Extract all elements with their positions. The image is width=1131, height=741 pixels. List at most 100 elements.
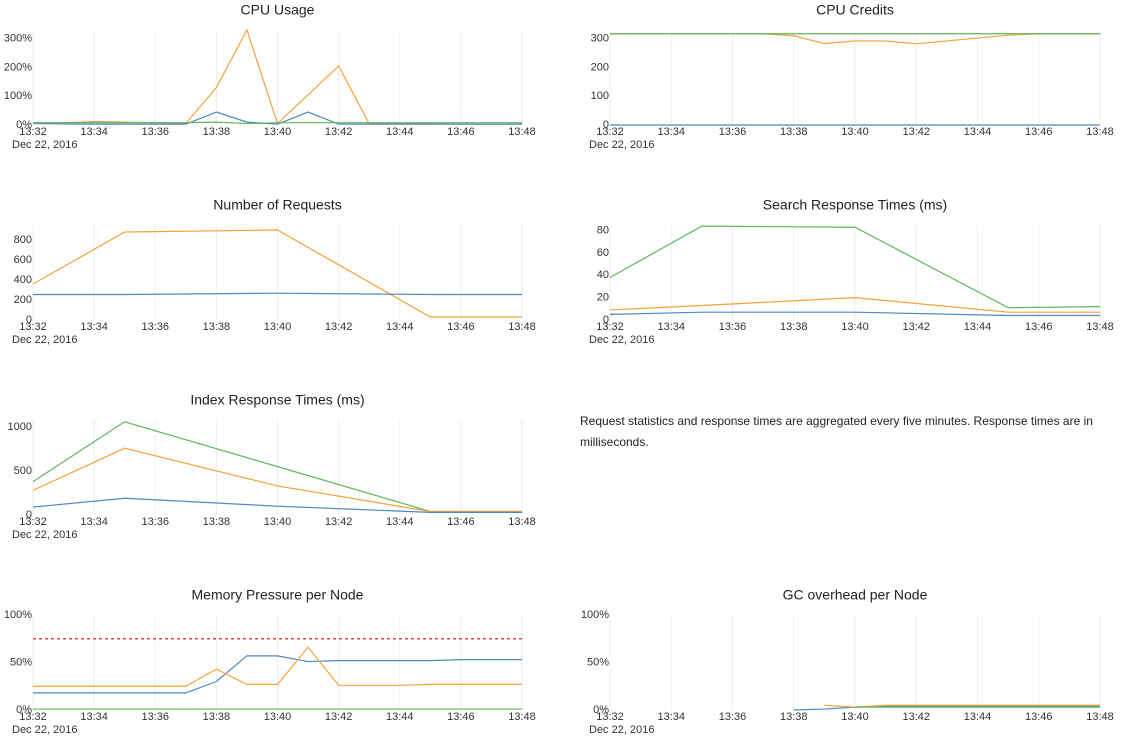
x-tick-label: 13:48 xyxy=(508,321,536,333)
series-line xyxy=(33,121,522,125)
y-tick-label: 0 xyxy=(603,119,609,131)
x-tick-label: 13:34 xyxy=(80,126,108,138)
x-tick-label: 13:32 xyxy=(596,126,624,138)
y-tick-label: 100 xyxy=(591,90,609,102)
x-tick-label: 13:42 xyxy=(902,126,930,138)
x-tick-label: 13:38 xyxy=(203,516,231,528)
series-line xyxy=(32,497,522,513)
chart-title: Memory Pressure per Node xyxy=(192,587,364,603)
x-tick-label: 13:36 xyxy=(719,126,747,138)
x-tick-label: 13:48 xyxy=(508,516,536,528)
x-tick-label: 13:34 xyxy=(657,321,685,333)
note-text: Request statistics and response times ar… xyxy=(580,414,1093,449)
x-tick-label: 13:40 xyxy=(841,321,869,333)
x-tick-label: 13:32 xyxy=(19,516,47,528)
y-tick-label: 600 xyxy=(14,254,32,266)
x-tick-label: 13:32 xyxy=(19,711,47,723)
y-tick-label: 800 xyxy=(14,234,32,246)
x-tick-label: 13:44 xyxy=(386,516,414,528)
series-line xyxy=(609,225,1101,309)
y-tick-label: 80 xyxy=(597,224,609,236)
x-tick-label: 13:36 xyxy=(141,126,169,138)
x-tick-label: 13:46 xyxy=(1025,321,1053,333)
series-line xyxy=(33,655,522,694)
chart-title: CPU Usage xyxy=(241,2,315,18)
x-tick-label: 13:44 xyxy=(964,321,992,333)
y-tick-label: 0% xyxy=(16,119,32,131)
x-tick-label: 13:46 xyxy=(447,711,475,723)
chart-title: Search Response Times (ms) xyxy=(763,197,947,213)
chart-title: CPU Credits xyxy=(816,2,894,18)
series-line xyxy=(793,705,1100,711)
chart-title: Number of Requests xyxy=(213,197,341,213)
x-tick-label: 13:40 xyxy=(264,126,292,138)
date-label: Dec 22, 2016 xyxy=(12,529,77,541)
x-tick-label: 13:42 xyxy=(325,126,353,138)
series-line xyxy=(32,229,522,318)
x-tick-label: 13:32 xyxy=(596,321,624,333)
y-tick-label: 20 xyxy=(597,292,609,304)
date-label: Dec 22, 2016 xyxy=(12,334,77,346)
y-tick-label: 200 xyxy=(591,61,609,73)
y-tick-label: 200% xyxy=(4,61,32,73)
x-tick-label: 13:46 xyxy=(1025,711,1053,723)
date-label: Dec 22, 2016 xyxy=(12,139,77,151)
y-tick-label: 400 xyxy=(14,274,32,286)
x-tick-label: 13:34 xyxy=(80,516,108,528)
series-line xyxy=(32,111,522,125)
x-tick-label: 13:42 xyxy=(325,516,353,528)
x-tick-label: 13:42 xyxy=(325,321,353,333)
x-tick-label: 13:38 xyxy=(780,126,808,138)
x-tick-label: 13:48 xyxy=(508,126,536,138)
x-tick-label: 13:42 xyxy=(325,711,353,723)
chart-title: Index Response Times (ms) xyxy=(190,392,364,408)
y-tick-label: 50% xyxy=(587,656,609,668)
y-tick-label: 0% xyxy=(16,704,32,716)
series-line xyxy=(32,447,522,513)
x-tick-label: 13:46 xyxy=(447,321,475,333)
x-tick-label: 13:48 xyxy=(1086,711,1114,723)
x-tick-label: 13:46 xyxy=(447,516,475,528)
x-tick-label: 13:34 xyxy=(657,126,685,138)
x-tick-label: 13:34 xyxy=(80,711,108,723)
x-tick-label: 13:32 xyxy=(19,126,47,138)
x-tick-label: 13:36 xyxy=(141,516,169,528)
date-label: Dec 22, 2016 xyxy=(12,724,77,736)
x-tick-label: 13:40 xyxy=(841,711,869,723)
y-tick-label: 60 xyxy=(597,247,609,259)
date-label: Dec 22, 2016 xyxy=(589,139,654,151)
series-line xyxy=(609,311,1100,317)
x-tick-label: 13:46 xyxy=(1025,126,1053,138)
y-tick-label: 100% xyxy=(4,609,32,621)
x-tick-label: 13:44 xyxy=(386,126,414,138)
y-tick-label: 50% xyxy=(10,656,32,668)
y-tick-label: 200 xyxy=(14,294,32,306)
x-tick-label: 13:36 xyxy=(141,321,169,333)
x-tick-label: 13:36 xyxy=(719,321,747,333)
x-tick-label: 13:40 xyxy=(264,321,292,333)
x-tick-label: 13:40 xyxy=(841,126,869,138)
y-tick-label: 0 xyxy=(26,314,32,326)
y-tick-label: 0 xyxy=(603,314,609,326)
x-tick-label: 13:48 xyxy=(508,711,536,723)
x-tick-label: 13:48 xyxy=(1086,321,1114,333)
x-tick-label: 13:40 xyxy=(264,516,292,528)
y-tick-label: 40 xyxy=(597,269,609,281)
x-tick-label: 13:38 xyxy=(203,711,231,723)
x-tick-label: 13:44 xyxy=(964,711,992,723)
y-tick-label: 100% xyxy=(4,90,32,102)
y-tick-label: 1000 xyxy=(8,421,32,433)
series-line xyxy=(33,646,522,687)
x-tick-label: 13:34 xyxy=(80,321,108,333)
series-line xyxy=(33,292,522,296)
x-tick-label: 13:46 xyxy=(447,126,475,138)
x-tick-label: 13:38 xyxy=(780,711,808,723)
x-tick-label: 13:44 xyxy=(386,321,414,333)
series-line xyxy=(824,704,1100,708)
x-tick-label: 13:38 xyxy=(203,321,231,333)
x-tick-label: 13:44 xyxy=(964,126,992,138)
y-tick-label: 0 xyxy=(26,509,32,521)
x-tick-label: 13:42 xyxy=(902,321,930,333)
x-tick-label: 13:36 xyxy=(719,711,747,723)
